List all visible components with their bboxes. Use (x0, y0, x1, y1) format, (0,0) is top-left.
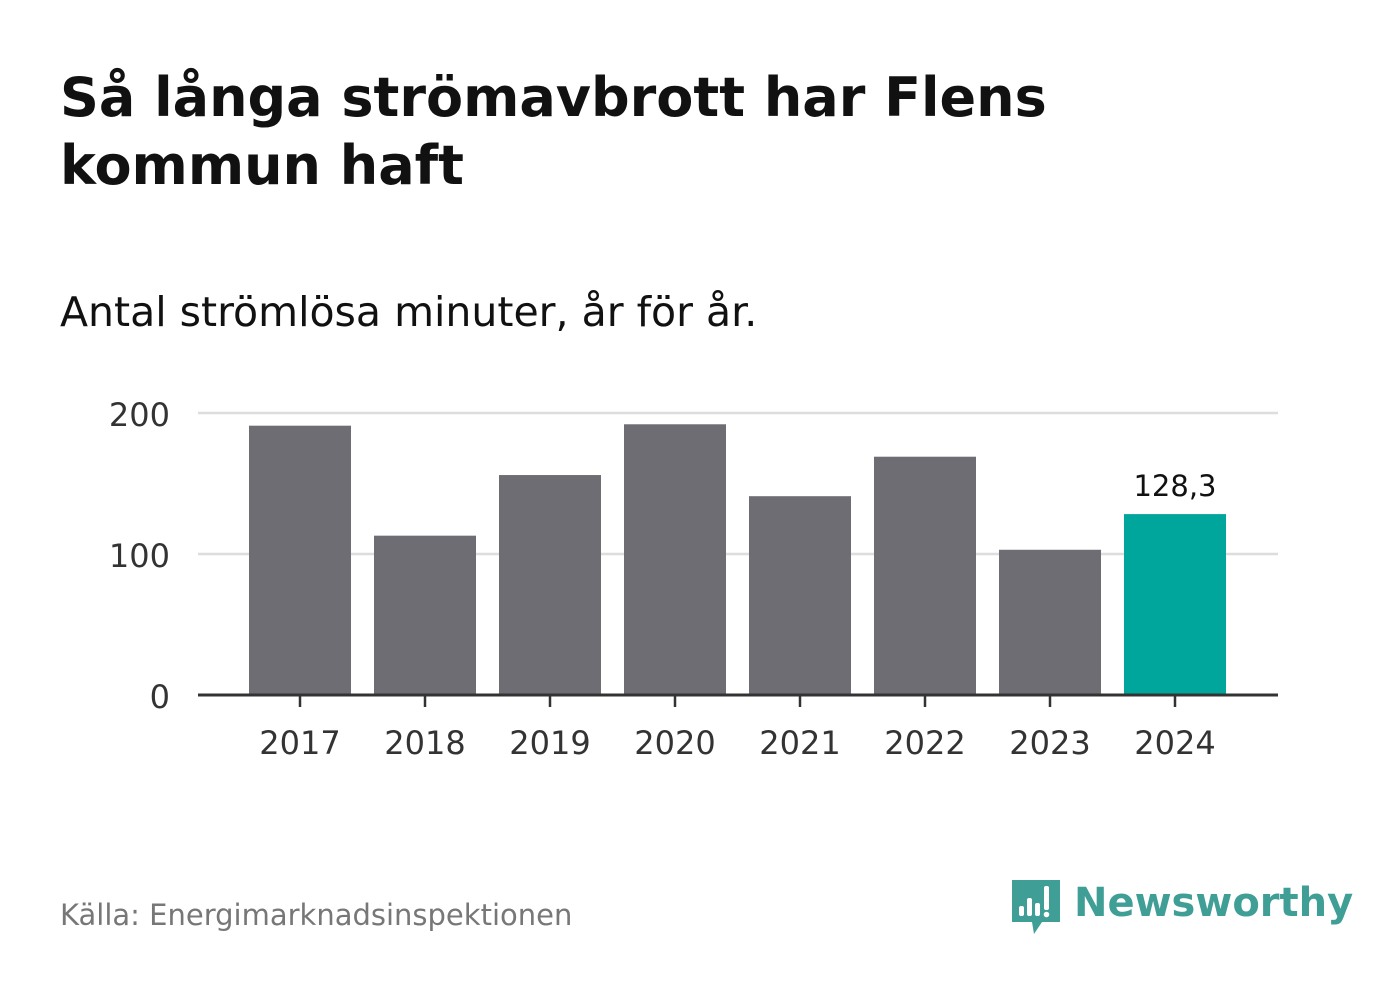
bar (999, 549, 1101, 695)
chart-subtitle: Antal strömlösa minuter, år för år. (60, 288, 758, 336)
bar (874, 456, 976, 695)
brand-name: Newsworthy (1074, 880, 1354, 926)
source-note: Källa: Energimarknadsinspektionen (60, 898, 573, 932)
bar (249, 425, 351, 695)
x-tick-label: 2023 (1009, 724, 1090, 762)
y-tick-label: 200 (109, 396, 170, 434)
x-tick-label: 2020 (634, 724, 715, 762)
labels: 0 100 200 2017 2018 2019 2020 2021 2022 2023 2024 1… (109, 396, 1217, 762)
bar (499, 475, 601, 695)
x-tick-label: 2022 (884, 724, 965, 762)
bar (1124, 514, 1226, 695)
x-tick-label: 2021 (759, 724, 840, 762)
bar (749, 496, 851, 695)
x-tick-label: 2019 (509, 724, 590, 762)
bar-chart: 0 100 200 2017 2018 2019 2020 2021 2022 2023 2024 1… (109, 396, 1278, 762)
x-tick-label: 2018 (384, 724, 465, 762)
brand-logo: Newsworthy (1010, 876, 1353, 940)
x-axis (198, 693, 1278, 707)
bar (624, 424, 726, 695)
x-tick-label: 2017 (259, 724, 340, 762)
y-tick-label: 100 (109, 537, 170, 575)
y-tick-label: 0 (150, 678, 170, 716)
data-label: 128,3 (1133, 469, 1216, 503)
grid-lines (198, 411, 1278, 556)
bar (374, 535, 476, 695)
x-tick-label: 2024 (1134, 724, 1215, 762)
chart-title: Så långa strömavbrott har Flens kommun h… (60, 66, 1047, 197)
bars (249, 424, 1226, 695)
newsworthy-logo-icon (1012, 880, 1060, 934)
